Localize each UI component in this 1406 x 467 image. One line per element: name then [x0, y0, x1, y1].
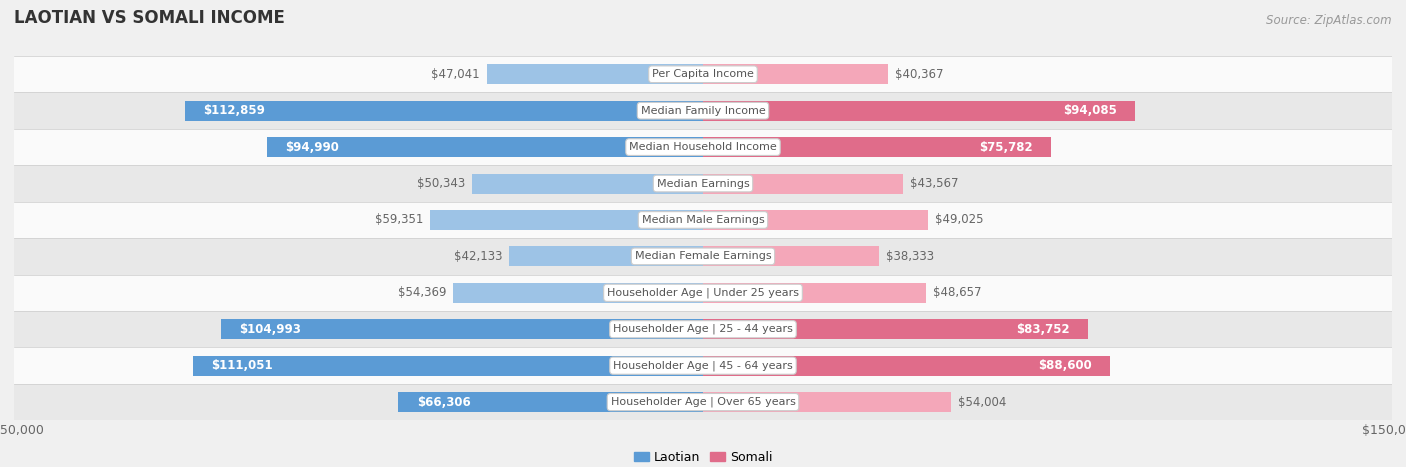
- Text: $104,993: $104,993: [239, 323, 301, 336]
- Text: Median Female Earnings: Median Female Earnings: [634, 251, 772, 262]
- Bar: [486, 64, 703, 84]
- Bar: [14, 56, 1392, 92]
- Text: $42,133: $42,133: [454, 250, 502, 263]
- Text: $75,782: $75,782: [979, 141, 1032, 154]
- Text: LAOTIAN VS SOMALI INCOME: LAOTIAN VS SOMALI INCOME: [14, 9, 285, 27]
- Bar: [703, 64, 889, 84]
- Bar: [267, 137, 703, 157]
- Bar: [703, 174, 903, 193]
- Bar: [14, 384, 1392, 420]
- Bar: [703, 101, 1135, 120]
- Text: $50,343: $50,343: [416, 177, 465, 190]
- Text: Median Male Earnings: Median Male Earnings: [641, 215, 765, 225]
- Bar: [703, 319, 1088, 339]
- Text: $54,369: $54,369: [398, 286, 446, 299]
- Text: Median Earnings: Median Earnings: [657, 178, 749, 189]
- Text: $59,351: $59,351: [375, 213, 423, 226]
- Text: Householder Age | 45 - 64 years: Householder Age | 45 - 64 years: [613, 361, 793, 371]
- Bar: [703, 392, 950, 412]
- Legend: Laotian, Somali: Laotian, Somali: [628, 446, 778, 467]
- Text: $48,657: $48,657: [934, 286, 981, 299]
- Text: Median Household Income: Median Household Income: [628, 142, 778, 152]
- Text: $94,990: $94,990: [285, 141, 339, 154]
- Bar: [398, 392, 703, 412]
- Text: $38,333: $38,333: [886, 250, 934, 263]
- Bar: [14, 275, 1392, 311]
- Text: $66,306: $66,306: [416, 396, 471, 409]
- Text: Median Family Income: Median Family Income: [641, 106, 765, 116]
- Text: $111,051: $111,051: [211, 359, 273, 372]
- Bar: [14, 92, 1392, 129]
- Text: $94,085: $94,085: [1063, 104, 1116, 117]
- Text: Householder Age | Over 65 years: Householder Age | Over 65 years: [610, 397, 796, 407]
- Bar: [703, 247, 879, 266]
- Text: $88,600: $88,600: [1038, 359, 1091, 372]
- Bar: [14, 311, 1392, 347]
- Bar: [453, 283, 703, 303]
- Text: $49,025: $49,025: [935, 213, 984, 226]
- Bar: [184, 101, 703, 120]
- Bar: [193, 356, 703, 375]
- Bar: [14, 202, 1392, 238]
- Text: $54,004: $54,004: [957, 396, 1007, 409]
- Text: $43,567: $43,567: [910, 177, 959, 190]
- Bar: [703, 283, 927, 303]
- Text: Householder Age | 25 - 44 years: Householder Age | 25 - 44 years: [613, 324, 793, 334]
- Bar: [14, 347, 1392, 384]
- Text: Per Capita Income: Per Capita Income: [652, 69, 754, 79]
- Text: $83,752: $83,752: [1015, 323, 1070, 336]
- Text: $112,859: $112,859: [202, 104, 264, 117]
- Bar: [430, 210, 703, 230]
- Bar: [703, 210, 928, 230]
- Bar: [14, 129, 1392, 165]
- Bar: [703, 137, 1052, 157]
- Bar: [472, 174, 703, 193]
- Text: $40,367: $40,367: [896, 68, 943, 81]
- Text: Householder Age | Under 25 years: Householder Age | Under 25 years: [607, 288, 799, 298]
- Text: $47,041: $47,041: [432, 68, 479, 81]
- Text: Source: ZipAtlas.com: Source: ZipAtlas.com: [1267, 14, 1392, 27]
- Bar: [509, 247, 703, 266]
- Bar: [221, 319, 703, 339]
- Bar: [14, 238, 1392, 275]
- Bar: [14, 165, 1392, 202]
- Bar: [703, 356, 1109, 375]
